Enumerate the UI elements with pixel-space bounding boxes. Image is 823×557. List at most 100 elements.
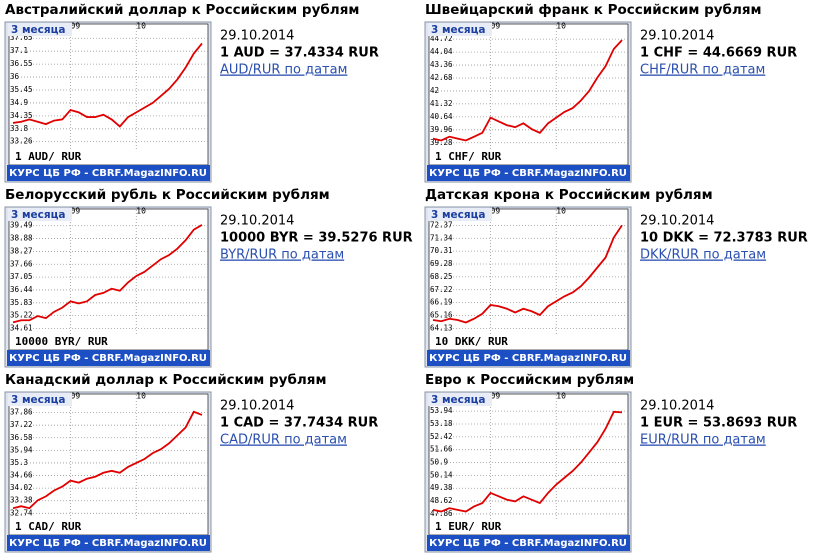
history-link[interactable]: AUD/RUR по датам (220, 63, 347, 78)
footer-text: КУРС ЦБ РФ - CBRF.MagazINFO.RU (429, 538, 627, 549)
y-tick-label: 53.94 (430, 406, 453, 415)
y-tick-label: 49.38 (430, 483, 453, 492)
x-tick-label: 09 (71, 392, 81, 401)
y-tick-label: 34.9 (10, 98, 28, 107)
y-tick-label: 33.38 (10, 496, 33, 505)
y-tick-label: 36.58 (10, 433, 33, 442)
y-tick-label: 34.61 (10, 323, 33, 332)
history-link[interactable]: DKK/RUR по датам (640, 248, 766, 263)
y-tick-label: 34.66 (10, 471, 33, 480)
currency-legend: 1 CHF/ RUR (435, 150, 502, 163)
period-label: 3 месяца (11, 209, 66, 221)
period-badge (428, 393, 492, 406)
plot-area (8, 393, 209, 536)
x-tick-label: 09 (491, 22, 501, 31)
plot-area (8, 208, 209, 351)
y-tick-label: 51.66 (430, 445, 453, 454)
widget-title: Канадский доллар к Российским рублям (5, 372, 327, 388)
period-label: 3 месяца (431, 209, 486, 221)
plot-area (428, 23, 629, 166)
rate: 1 CHF = 44.6669 RUR (640, 46, 797, 61)
date: 29.10.2014 (220, 399, 294, 414)
history-link[interactable]: BYR/RUR по датам (220, 248, 344, 263)
rate-line (432, 39, 623, 142)
x-tick-label: 09 (71, 22, 81, 31)
period-badge (428, 23, 492, 36)
y-tick-label: 36.55 (10, 59, 33, 68)
y-tick-label: 69.28 (430, 259, 453, 268)
y-tick-label: 68.25 (430, 272, 453, 281)
y-tick-label: 37.65 (10, 33, 33, 42)
footer-text: КУРС ЦБ РФ - CBRF.MagazINFO.RU (429, 168, 627, 179)
y-tick-label: 38.27 (10, 246, 33, 255)
footer-text: КУРС ЦБ РФ - CBRF.MagazINFO.RU (9, 353, 207, 364)
y-tick-label: 37.05 (10, 272, 33, 281)
y-tick-label: 42.68 (430, 73, 453, 82)
footer-text: КУРС ЦБ РФ - CBRF.MagazINFO.RU (9, 168, 207, 179)
x-tick-label: 09 (491, 207, 501, 216)
y-tick-label: 36.44 (10, 285, 33, 294)
currency-legend: 10 DKK/ RUR (435, 335, 508, 348)
y-tick-label: 37.86 (10, 408, 33, 417)
y-tick-label: 64.13 (430, 323, 453, 332)
y-tick-label: 37.1 (10, 46, 28, 55)
period-badge (8, 23, 72, 36)
widget-title: Датская крона к Российским рублям (425, 187, 713, 203)
widget-title: Евро к Российским рублям (425, 372, 634, 388)
y-tick-label: 48.62 (430, 496, 453, 505)
y-tick-label: 66.19 (430, 298, 453, 307)
footer-bar (427, 165, 630, 181)
rate: 10000 BYR = 39.5276 RUR (220, 231, 413, 246)
y-tick-label: 40.64 (430, 112, 453, 121)
rate-line (12, 410, 203, 510)
period-badge (8, 393, 72, 406)
y-tick-label: 32.74 (10, 508, 33, 517)
y-tick-label: 70.31 (430, 246, 453, 255)
history-link[interactable]: CHF/RUR по датам (640, 63, 765, 78)
widget-title: Белорусский рубль к Российским рублям (5, 187, 330, 203)
currency-legend: 1 AUD/ RUR (15, 150, 82, 163)
widget-title: Австралийский доллар к Российским рублям (5, 2, 359, 18)
y-tick-label: 37.66 (10, 259, 33, 268)
y-tick-label: 39.96 (430, 125, 453, 134)
y-tick-label: 47.86 (430, 509, 453, 518)
currency-legend: 1 EUR/ RUR (435, 520, 502, 533)
period-label: 3 месяца (431, 394, 486, 406)
plot-area (8, 23, 209, 166)
y-tick-label: 38.88 (10, 234, 33, 243)
y-tick-label: 50.14 (430, 470, 453, 479)
period-badge (8, 208, 72, 221)
date: 29.10.2014 (220, 214, 294, 229)
widget-title: Швейцарский франк к Российским рублям (425, 2, 762, 18)
rate: 1 EUR = 53.8693 RUR (640, 416, 797, 431)
footer-bar (7, 535, 210, 551)
x-tick-label: 09 (491, 392, 501, 401)
period-label: 3 месяца (431, 24, 486, 36)
y-tick-label: 39.28 (430, 138, 453, 147)
y-tick-label: 50.9 (430, 458, 448, 467)
x-tick-label: 10 (136, 207, 146, 216)
x-tick-label: 09 (71, 207, 81, 216)
period-badge (428, 208, 492, 221)
y-tick-label: 42 (430, 86, 439, 95)
x-tick-label: 10 (556, 22, 566, 31)
footer-bar (427, 350, 630, 366)
rate: 10 DKK = 72.3783 RUR (640, 231, 808, 246)
y-tick-label: 65.16 (430, 311, 453, 320)
y-tick-label: 35.83 (10, 298, 33, 307)
y-tick-label: 39.49 (10, 221, 33, 230)
footer-bar (7, 350, 210, 366)
currency-legend: 10000 BYR/ RUR (15, 335, 108, 348)
period-label: 3 месяца (11, 24, 66, 36)
y-tick-label: 35.3 (10, 458, 28, 467)
rate-line (12, 224, 203, 324)
y-tick-label: 53.18 (430, 419, 453, 428)
y-tick-label: 44.72 (430, 34, 453, 43)
date: 29.10.2014 (640, 399, 714, 414)
history-link[interactable]: EUR/RUR по датам (640, 433, 766, 448)
date: 29.10.2014 (220, 29, 294, 44)
history-link[interactable]: CAD/RUR по датам (220, 433, 347, 448)
x-tick-label: 10 (136, 22, 146, 31)
y-tick-label: 67.22 (430, 285, 453, 294)
